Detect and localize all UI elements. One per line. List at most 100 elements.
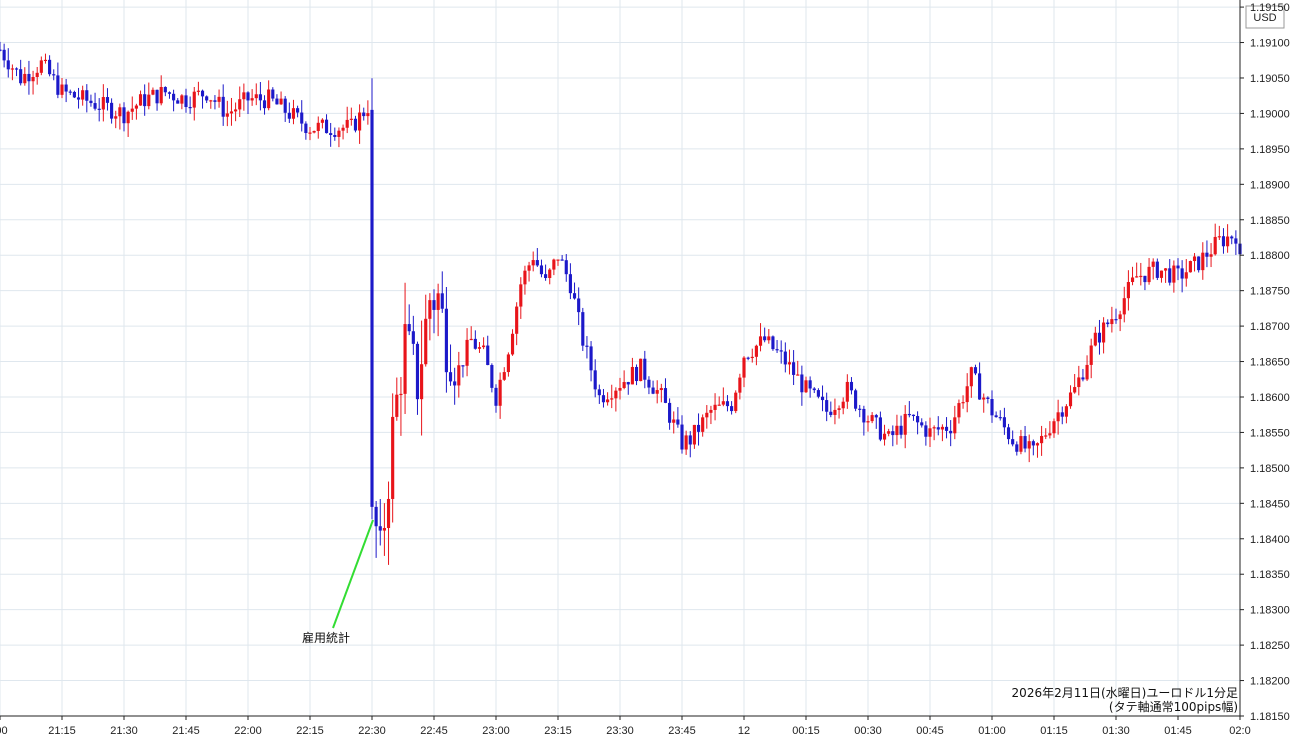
candle-body: [436, 293, 440, 310]
candle-body: [316, 122, 320, 131]
candle-body: [961, 402, 965, 404]
y-tick-label: 1.18150: [1250, 711, 1290, 723]
candle-body: [849, 381, 854, 391]
x-tick-label: 01:30: [1102, 725, 1130, 737]
candle-body: [225, 113, 229, 117]
candle-body: [787, 362, 792, 365]
candle-body: [1201, 252, 1205, 271]
candle-body: [763, 336, 767, 341]
candle-body: [1221, 236, 1226, 247]
candle-body: [891, 431, 895, 436]
candle-body: [1089, 345, 1093, 365]
candle-body: [333, 135, 337, 137]
candle-body: [312, 130, 316, 133]
candle-body: [969, 367, 973, 387]
candle-body: [684, 435, 688, 450]
candle-body: [283, 98, 287, 113]
candle-body: [692, 424, 696, 445]
x-tick-label: 22:45: [420, 725, 448, 737]
candle-body: [1130, 277, 1135, 283]
candle-body: [820, 396, 825, 401]
x-tick-label: 23:15: [544, 725, 572, 737]
y-tick-label: 1.18350: [1250, 569, 1290, 581]
candle-body: [928, 428, 932, 437]
x-tick-label: 21:15: [48, 725, 76, 737]
x-tick-label: 01:15: [1040, 725, 1068, 737]
candle-body: [428, 300, 432, 319]
candle-body: [122, 107, 126, 124]
candle-body: [469, 338, 473, 341]
candle-body: [544, 274, 548, 279]
candle-body: [506, 354, 510, 373]
candle-body: [1197, 256, 1201, 271]
candle-body: [730, 406, 734, 412]
candle-body: [986, 397, 990, 399]
candle-body: [358, 112, 362, 131]
candle-body: [998, 417, 1002, 419]
x-tick-label: 01:45: [1164, 725, 1192, 737]
candle-body: [779, 350, 783, 352]
y-tick-label: 1.18200: [1250, 676, 1290, 688]
candle-body: [622, 382, 626, 388]
candle-body: [118, 107, 122, 117]
candle-body: [572, 293, 577, 299]
candle-body: [502, 372, 506, 380]
candle-body: [143, 94, 147, 107]
candle-body: [1097, 332, 1102, 343]
x-tick-label: 21:45: [172, 725, 200, 737]
candle-body: [209, 100, 213, 102]
y-tick-label: 1.18750: [1250, 286, 1290, 298]
y-tick-label: 1.18850: [1250, 215, 1290, 227]
candle-body: [415, 343, 420, 400]
candle-body: [205, 96, 209, 101]
currency-label-box: [1245, 5, 1285, 29]
y-axis: 1.19150 1.19100 1.19050 1.19000 1.18950 1.189…: [1240, 2, 1290, 723]
candle-body: [519, 284, 523, 307]
candle-body: [688, 435, 692, 445]
candle-body: [399, 393, 403, 396]
candle-body: [651, 387, 655, 394]
y-tick-label: 1.18250: [1250, 640, 1290, 652]
candle-body: [68, 91, 72, 93]
candle-body: [1164, 268, 1168, 271]
chart-title: 2026年2月11日(水曜日)ユーロドル1分足: [1012, 686, 1238, 700]
candle-body: [676, 419, 680, 425]
candle-body: [878, 417, 882, 440]
candle-body: [362, 112, 366, 117]
candle-body: [539, 265, 544, 275]
candle-body: [453, 381, 457, 386]
candle-body: [10, 68, 14, 70]
candle-body: [1205, 252, 1209, 257]
candle-body: [2, 49, 6, 61]
candle-body: [680, 424, 684, 450]
candle-body: [151, 89, 155, 95]
x-tick-label: 23:45: [668, 725, 696, 737]
candle-body: [738, 377, 742, 393]
candle-body: [465, 339, 469, 366]
candle-body: [1077, 377, 1081, 388]
candle-body: [229, 111, 234, 114]
candle-body: [1180, 268, 1184, 279]
candle-body: [85, 90, 89, 101]
candle-body: [783, 351, 787, 365]
candle-body: [440, 293, 444, 309]
candle-body: [663, 388, 668, 403]
candle-body: [14, 68, 19, 70]
candle-body: [1044, 435, 1048, 437]
candle-body: [1114, 319, 1118, 321]
candle-body: [1168, 268, 1172, 283]
candle-body: [72, 91, 76, 98]
candle-body: [457, 365, 461, 386]
candle-body: [713, 404, 717, 410]
candle-body: [101, 97, 105, 110]
candle-body: [1068, 392, 1073, 407]
candle-body: [114, 116, 118, 119]
candle-body: [564, 260, 568, 275]
candle-body: [64, 84, 68, 92]
candle-body: [461, 365, 465, 367]
candle-body: [597, 389, 601, 396]
candle-body: [1143, 275, 1147, 283]
candle-body: [1015, 444, 1019, 452]
candle-body: [659, 388, 663, 391]
candle-body: [825, 400, 829, 412]
